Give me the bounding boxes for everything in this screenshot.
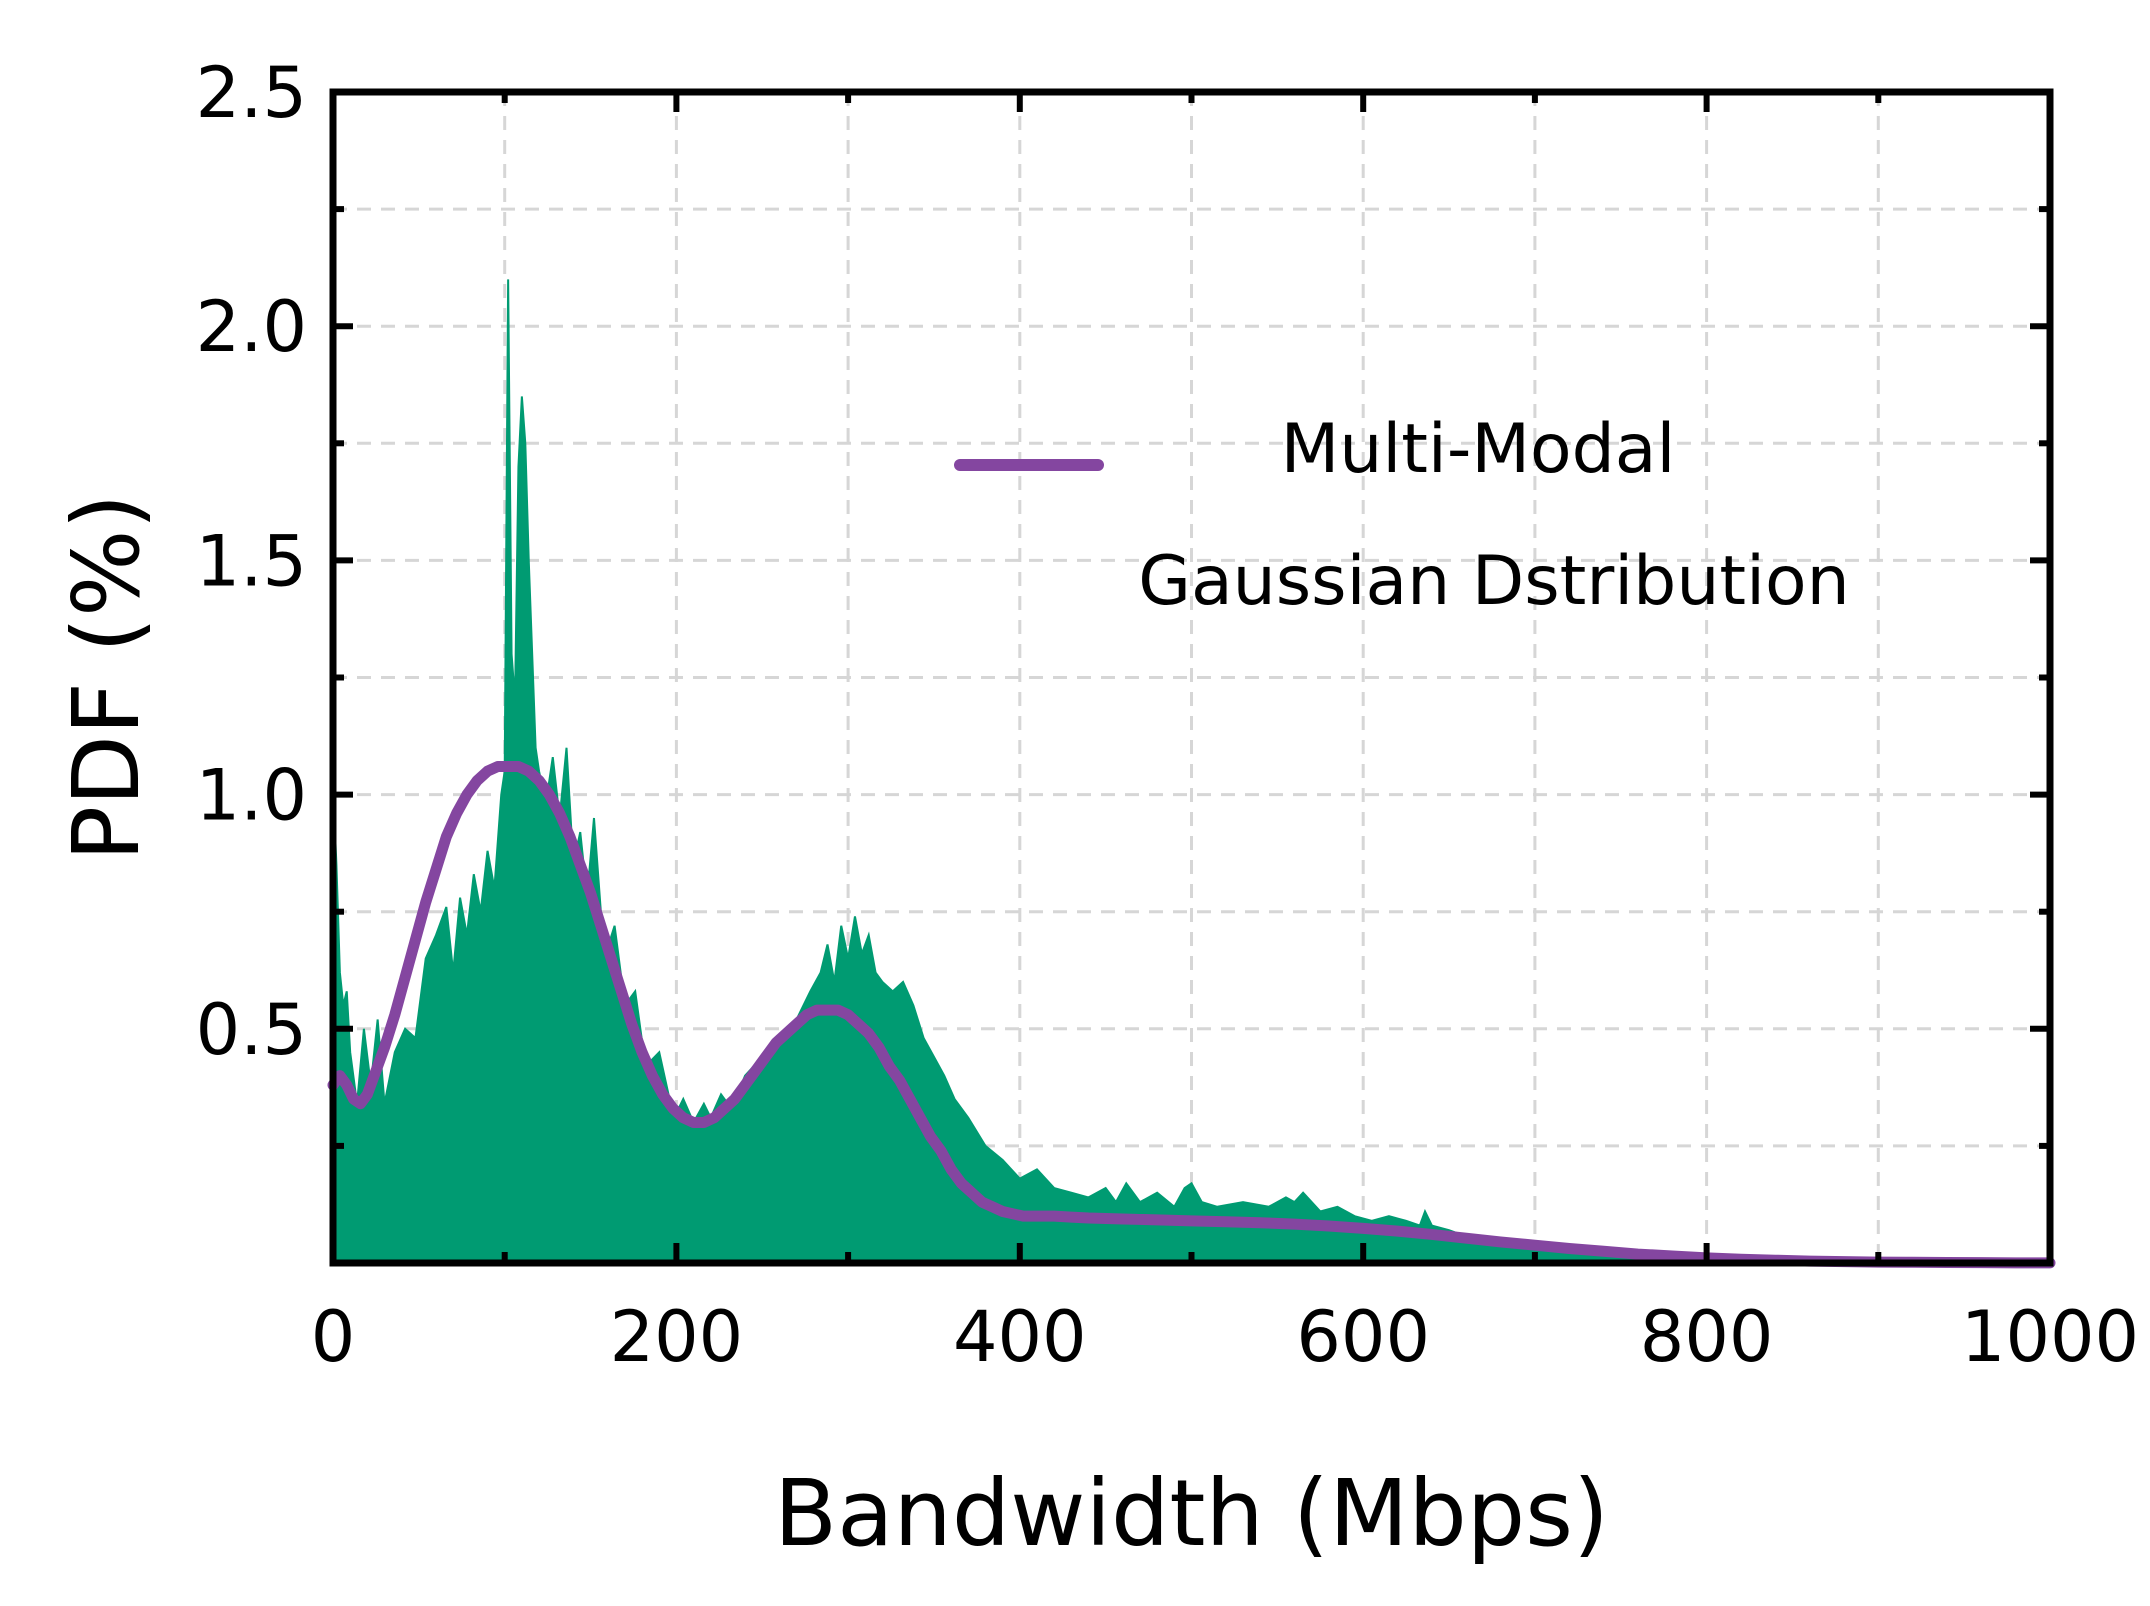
x-tick-label: 0	[311, 1296, 356, 1378]
grid	[333, 92, 2050, 1263]
y-tick-label: 2.0	[196, 286, 307, 368]
y-axis-title: PDF (%)	[53, 494, 160, 862]
axis-ticks	[330, 89, 2053, 1263]
y-tick-labels: 0.5 1.0 1.5 2.0 2.5	[196, 52, 307, 1071]
legend-label-line1: Multi-Modal	[1281, 410, 1676, 489]
x-tick-label: 200	[610, 1296, 744, 1378]
y-tick-label: 1.5	[196, 520, 307, 602]
y-tick-label: 0.5	[196, 989, 307, 1071]
y-tick-label: 2.5	[196, 52, 307, 134]
x-tick-label: 1000	[1961, 1296, 2139, 1378]
x-tick-label: 400	[953, 1296, 1087, 1378]
legend: Multi-Modal Gaussian Dstribution	[954, 410, 1850, 621]
x-tick-labels: 0 200 400 600 800 1000	[311, 1296, 2139, 1378]
x-axis-title: Bandwidth (Mbps)	[774, 1460, 1609, 1567]
gaussian-fit-line	[327, 760, 2056, 1269]
plot-area	[327, 279, 2056, 1269]
x-tick-label: 600	[1296, 1296, 1430, 1378]
x-tick-label: 800	[1640, 1296, 1774, 1378]
y-tick-label: 1.0	[196, 755, 307, 837]
legend-label-line2: Gaussian Dstribution	[1138, 542, 1849, 621]
